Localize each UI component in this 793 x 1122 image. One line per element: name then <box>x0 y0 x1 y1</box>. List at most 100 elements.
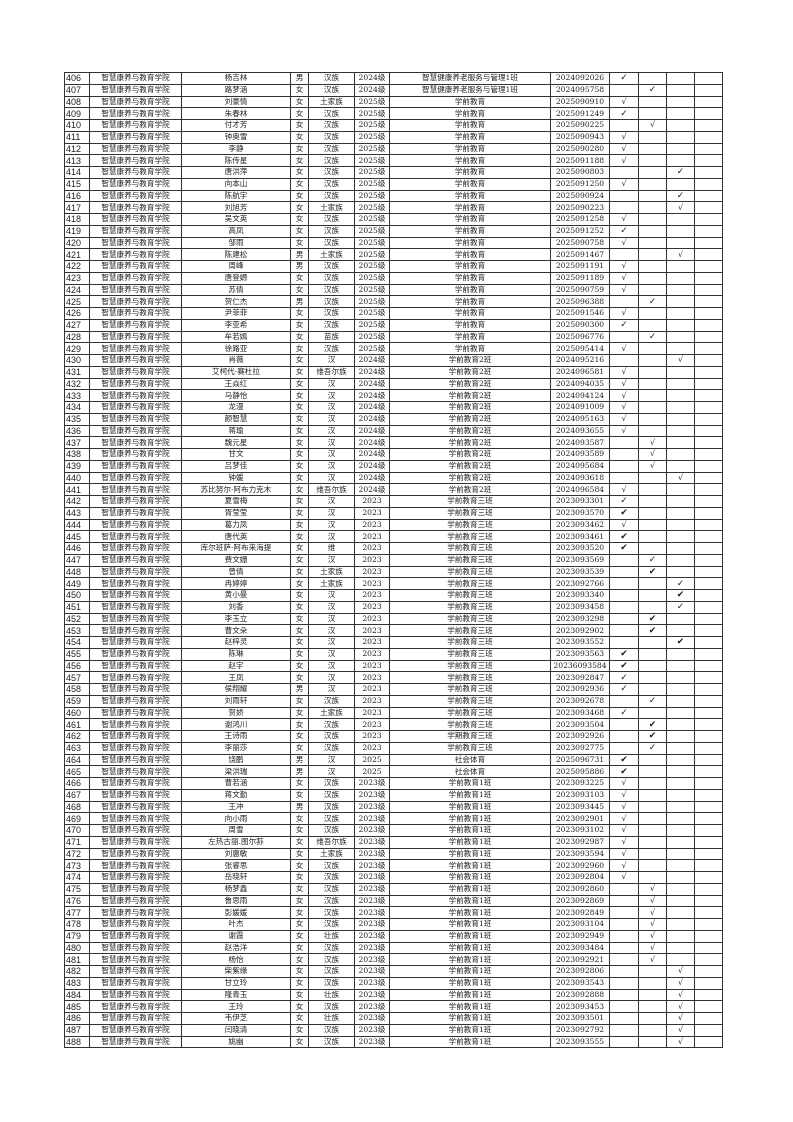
check-cell-empty <box>638 965 667 978</box>
check-cell-empty <box>638 859 667 872</box>
gender: 女 <box>290 283 309 297</box>
ethnicity: 汉 <box>308 401 355 414</box>
table-row: 421 智慧康养与教育学院 陈建松男土家族 2025级 学前教育 2025091467 √ <box>64 248 723 261</box>
student-id: 2023092936 <box>550 683 610 696</box>
ethnicity: 汉族 <box>308 941 355 955</box>
gender: 女 <box>290 483 309 496</box>
table-row: 485 智慧康养与教育学院 王玲女汉族 2023级 学前教育1班 2023093453 √ <box>64 1000 723 1013</box>
grade: 2025级 <box>354 201 390 214</box>
check-cell-empty <box>638 213 667 226</box>
class-name: 学前教育2班 <box>389 448 551 461</box>
check-mark-icon: √ <box>638 436 667 449</box>
check-cell-empty <box>694 83 723 97</box>
check-cell-empty <box>609 201 639 214</box>
check-cell-empty <box>666 753 695 767</box>
class-name: 学前教育 <box>389 119 551 132</box>
class-name: 学前教育三班 <box>389 647 551 661</box>
student-id: 20236093584 <box>550 659 610 673</box>
student-name: 王诗雨 <box>181 730 291 743</box>
grade: 2023级 <box>354 941 390 955</box>
table-row: 406 智慧康养与教育学院 杨吉林男汉族 2024级 智慧健康养老服务与管理1班 2024… <box>64 72 723 85</box>
check-cell-empty <box>666 330 695 344</box>
college: 智慧康养与教育学院 <box>89 448 182 461</box>
row-number: 465 <box>64 765 90 778</box>
class-name: 智慧健康养老服务与管理1班 <box>389 83 551 97</box>
check-cell-empty <box>694 941 723 955</box>
check-cell-empty <box>694 283 723 297</box>
row-number: 479 <box>64 929 90 943</box>
class-name: 学前教育 <box>389 130 551 144</box>
class-name: 学前教育三班 <box>389 683 551 696</box>
ethnicity: 汉族 <box>308 1000 355 1013</box>
table-row: 441 智慧康养与教育学院 苏比努尔·阿布力克木女维吾尔族 2024级 学前教育2班 20… <box>64 483 723 496</box>
check-cell-empty <box>666 918 695 931</box>
grade: 2025级 <box>354 130 390 144</box>
grade: 2023级 <box>354 918 390 931</box>
grade: 2025级 <box>354 248 390 261</box>
college: 智慧康养与教育学院 <box>89 365 182 379</box>
row-number: 414 <box>64 166 90 179</box>
student-name: 钟媛 <box>181 471 291 485</box>
student-id: 2024093587 <box>550 436 610 449</box>
table-row: 423 智慧康养与教育学院 唐登嫄女汉族 2025级 学前教育 2025091189 √ <box>64 271 723 285</box>
check-cell-empty <box>638 483 667 496</box>
row-number: 421 <box>64 248 90 261</box>
check-cell-empty <box>609 612 639 626</box>
check-cell-empty <box>694 107 723 120</box>
row-number: 439 <box>64 459 90 473</box>
college: 智慧康养与教育学院 <box>89 741 182 755</box>
table-row: 414 智慧康养与教育学院 唐洪萍女汉族 2025级 学前教育 2025090803 ✓ <box>64 166 723 179</box>
ethnicity: 苗族 <box>308 330 355 344</box>
student-name: 牟若嫣 <box>181 330 291 344</box>
table-row: 446 智慧康养与教育学院 库尔班萨·阿布来海提女维 2023 学前教育三班 202309… <box>64 542 723 555</box>
college: 智慧康养与教育学院 <box>89 177 182 191</box>
ethnicity: 汉族 <box>308 83 355 97</box>
check-cell-empty <box>694 812 723 825</box>
check-cell-empty <box>666 142 695 156</box>
college: 智慧康养与教育学院 <box>89 248 182 261</box>
check-cell-empty <box>638 506 667 520</box>
class-name: 学前教育2班 <box>389 471 551 485</box>
college: 智慧康养与教育学院 <box>89 976 182 990</box>
check-mark-icon: √ <box>609 788 639 802</box>
class-name: 学前教育三班 <box>389 624 551 637</box>
college: 智慧康养与教育学院 <box>89 918 182 931</box>
gender: 女 <box>290 706 309 720</box>
check-mark-icon: ✔ <box>609 506 639 520</box>
check-cell-empty <box>666 741 695 755</box>
college: 智慧康养与教育学院 <box>89 553 182 567</box>
check-mark-icon: ✔ <box>609 765 639 778</box>
check-cell-empty <box>638 647 667 661</box>
class-name: 学前教育三班 <box>389 530 551 543</box>
grade: 2024级 <box>354 448 390 461</box>
check-mark-icon: ✔ <box>609 647 639 661</box>
student-name: 曹若涵 <box>181 777 291 790</box>
check-cell-empty <box>638 271 667 285</box>
student-name: 唐登嫄 <box>181 271 291 285</box>
check-mark-icon: √ <box>666 965 695 978</box>
ethnicity: 汉 <box>308 624 355 637</box>
check-cell-empty <box>666 941 695 955</box>
class-name: 学前教育1班 <box>389 847 551 861</box>
check-cell-empty <box>609 459 639 473</box>
row-number: 423 <box>64 271 90 285</box>
row-number: 426 <box>64 307 90 320</box>
ethnicity: 汉族 <box>308 741 355 755</box>
check-cell-empty <box>638 130 667 144</box>
row-number: 468 <box>64 800 90 814</box>
ethnicity: 汉族 <box>308 812 355 825</box>
check-mark-icon: ✔ <box>638 624 667 637</box>
check-mark-icon: ✓ <box>609 671 639 684</box>
grade: 2023 <box>354 553 390 567</box>
table-row: 429 智慧康养与教育学院 徐路亚女汉族 2025级 学前教育 2025095414 √ <box>64 342 723 355</box>
check-cell-empty <box>694 988 723 1002</box>
grade: 2023级 <box>354 1023 390 1037</box>
table-row: 419 智慧康养与教育学院 高凤女汉族 2025级 学前教育 2025091252 ✓ <box>64 224 723 238</box>
gender: 女 <box>290 177 309 191</box>
check-cell-empty <box>609 882 639 896</box>
gender: 女 <box>290 542 309 555</box>
class-name: 学前教育1班 <box>389 788 551 802</box>
row-number: 482 <box>64 965 90 978</box>
row-number: 429 <box>64 342 90 355</box>
check-cell-empty <box>609 83 639 97</box>
